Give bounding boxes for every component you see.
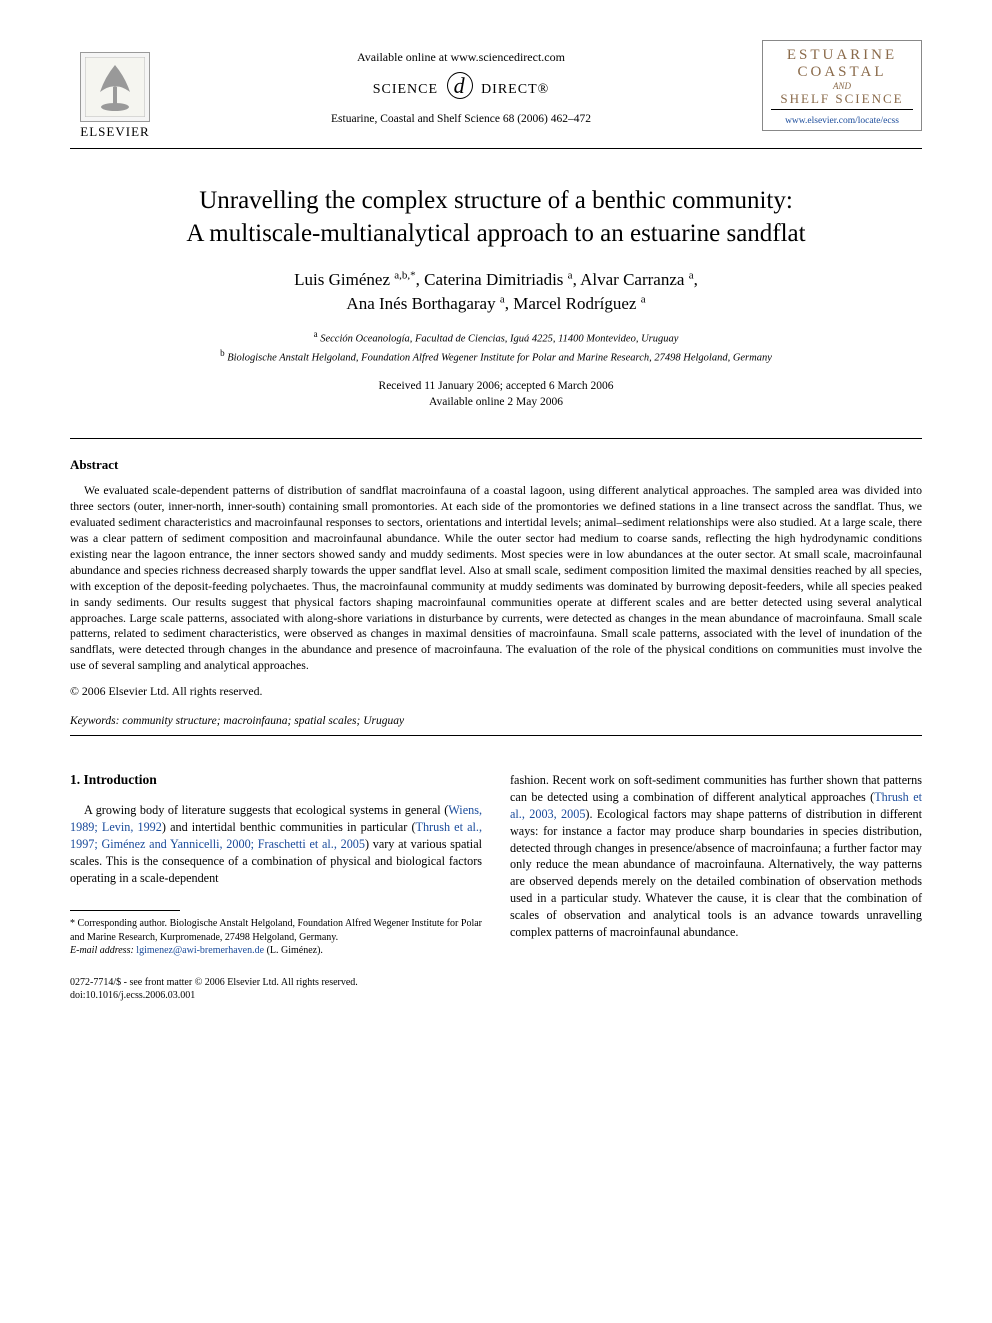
intro-paragraph-left: A growing body of literature suggests th…: [70, 802, 482, 886]
journal-name-2: COASTAL: [771, 64, 913, 81]
body-columns: 1. Introduction A growing body of litera…: [70, 772, 922, 958]
pre-abstract-rule: [70, 438, 922, 439]
sd-right: DIRECT®: [481, 82, 549, 97]
keywords-line: Keywords: community structure; macroinfa…: [70, 715, 922, 727]
article-title: Unravelling the complex structure of a b…: [70, 185, 922, 250]
footnote-separator: [70, 910, 180, 911]
author-3: Alvar Carranza a: [580, 270, 693, 289]
available-online-text: Available online at www.sciencedirect.co…: [160, 50, 762, 65]
journal-and: AND: [771, 81, 913, 91]
email-author-name: (L. Giménez).: [267, 945, 323, 956]
authors-block: Luis Giménez a,b,*, Caterina Dimitriadis…: [70, 268, 922, 316]
footer-doi: doi:10.1016/j.ecss.2006.03.001: [70, 989, 922, 1002]
journal-cover-box: ESTUARINE COASTAL AND SHELF SCIENCE www.…: [762, 40, 922, 131]
journal-name-1: ESTUARINE: [771, 47, 913, 64]
elsevier-tree-icon: [80, 52, 150, 122]
email-label: E-mail address:: [70, 945, 134, 956]
email-line: E-mail address: lgimenez@awi-bremerhaven…: [70, 944, 482, 958]
post-keywords-rule: [70, 735, 922, 736]
author-2: Caterina Dimitriadis a: [424, 270, 572, 289]
author-1: Luis Giménez a,b,*: [294, 270, 415, 289]
sd-left: SCIENCE: [373, 82, 438, 97]
sd-at-icon: d: [447, 72, 473, 99]
journal-box-divider: [771, 109, 913, 110]
affiliations-block: a Sección Oceanología, Facultad de Cienc…: [70, 328, 922, 366]
available-online-date: Available online 2 May 2006: [70, 394, 922, 410]
sciencedirect-logo: SCIENCE d DIRECT®: [160, 73, 762, 99]
right-column: fashion. Recent work on soft-sediment co…: [510, 772, 922, 958]
abstract-copyright: © 2006 Elsevier Ltd. All rights reserved…: [70, 684, 922, 699]
article-dates: Received 11 January 2006; accepted 6 Mar…: [70, 378, 922, 410]
received-accepted: Received 11 January 2006; accepted 6 Mar…: [70, 378, 922, 394]
left-column: 1. Introduction A growing body of litera…: [70, 772, 482, 958]
header-rule: [70, 148, 922, 149]
page-header: ELSEVIER Available online at www.science…: [70, 40, 922, 140]
affiliation-b: b Biologische Anstalt Helgoland, Foundat…: [70, 347, 922, 366]
author-4: Ana Inés Borthagaray a: [346, 294, 504, 313]
corresponding-text: * Corresponding author. Biologische Anst…: [70, 917, 482, 944]
title-line-2: A multiscale-multianalytical approach to…: [186, 220, 805, 247]
page-footer: 0272-7714/$ - see front matter © 2006 El…: [70, 976, 922, 1002]
header-center: Available online at www.sciencedirect.co…: [160, 40, 762, 125]
journal-homepage-link[interactable]: www.elsevier.com/locate/ecss: [771, 116, 913, 126]
abstract-heading: Abstract: [70, 457, 922, 473]
introduction-heading: 1. Introduction: [70, 772, 482, 788]
journal-name-3: SHELF SCIENCE: [771, 91, 913, 107]
corresponding-author-footnote: * Corresponding author. Biologische Anst…: [70, 917, 482, 958]
keywords-items: community structure; macroinfauna; spati…: [122, 715, 404, 727]
publisher-name: ELSEVIER: [80, 124, 149, 140]
publisher-logo: ELSEVIER: [70, 40, 160, 140]
title-line-1: Unravelling the complex structure of a b…: [199, 187, 793, 214]
keywords-label: Keywords:: [70, 715, 119, 727]
intro-paragraph-right: fashion. Recent work on soft-sediment co…: [510, 772, 922, 940]
abstract-text: We evaluated scale-dependent patterns of…: [70, 483, 922, 674]
affiliation-a: a Sección Oceanología, Facultad de Cienc…: [70, 328, 922, 347]
author-5: Marcel Rodríguez a: [513, 294, 645, 313]
footer-issn: 0272-7714/$ - see front matter © 2006 El…: [70, 976, 922, 989]
author-email-link[interactable]: lgimenez@awi-bremerhaven.de: [136, 945, 264, 956]
journal-reference: Estuarine, Coastal and Shelf Science 68 …: [160, 113, 762, 125]
